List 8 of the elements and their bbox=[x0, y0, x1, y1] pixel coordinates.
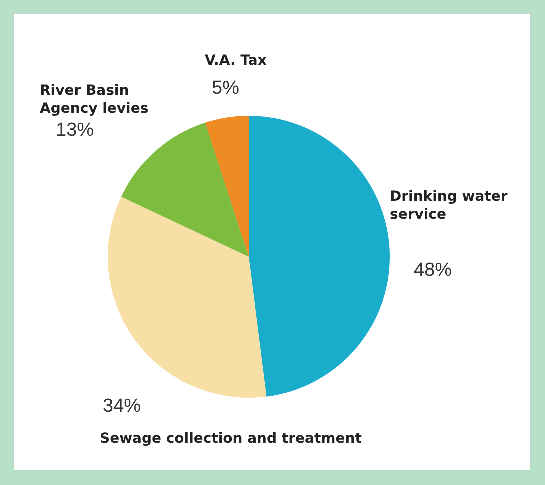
slice-label: V.A. Tax bbox=[205, 52, 268, 70]
data-label: 34% bbox=[103, 396, 142, 418]
data-label: 13% bbox=[56, 120, 94, 142]
slice-label: Drinking water service bbox=[390, 188, 509, 224]
slice-label: River Basin Agency levies bbox=[40, 82, 150, 118]
data-label: 5% bbox=[212, 78, 240, 100]
slice-label: Sewage collection and treatment bbox=[100, 430, 363, 448]
data-label: 48% bbox=[414, 260, 452, 282]
